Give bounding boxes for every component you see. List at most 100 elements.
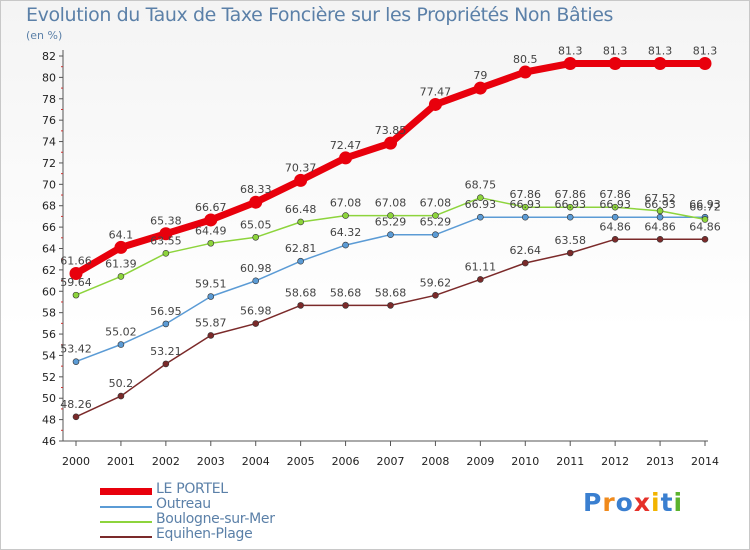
data-label: 58.68 xyxy=(285,286,317,299)
x-tick-label: 2012 xyxy=(601,455,629,468)
data-label: 67.86 xyxy=(510,188,542,201)
legend-swatch xyxy=(100,506,152,508)
data-label: 65.29 xyxy=(375,216,407,229)
data-point xyxy=(384,136,397,150)
data-label: 67.08 xyxy=(420,197,452,210)
data-label: 66.72 xyxy=(689,200,721,213)
data-point xyxy=(566,249,574,257)
logo-letter: x xyxy=(633,488,651,517)
data-point xyxy=(117,341,125,348)
data-point xyxy=(342,212,349,219)
data-label: 67.08 xyxy=(375,197,407,210)
data-label: 66.93 xyxy=(510,198,542,211)
data-point xyxy=(608,56,622,70)
y-tick-label: 48 xyxy=(42,414,56,427)
y-tick-label: 52 xyxy=(42,371,56,384)
data-label: 64.86 xyxy=(599,220,631,233)
data-point xyxy=(117,273,125,280)
y-tick-label: 72 xyxy=(42,157,56,170)
logo-letter: i xyxy=(651,488,661,517)
data-label: 56.98 xyxy=(240,305,272,318)
legend-swatch xyxy=(100,488,152,495)
data-point xyxy=(162,360,170,368)
data-label: 56.95 xyxy=(150,305,182,318)
x-tick-label: 2007 xyxy=(377,455,405,468)
data-point xyxy=(698,56,712,70)
data-point xyxy=(473,81,487,95)
y-tick-label: 60 xyxy=(42,285,56,298)
data-point xyxy=(432,292,439,299)
y-tick-label: 56 xyxy=(42,328,56,341)
data-label: 66.93 xyxy=(599,198,631,211)
y-tick-label: 62 xyxy=(42,264,56,277)
data-label: 66.93 xyxy=(465,198,497,211)
data-point xyxy=(656,207,664,215)
y-tick-label: 64 xyxy=(42,243,56,256)
data-point xyxy=(297,257,304,265)
data-point xyxy=(656,213,664,221)
data-label: 55.02 xyxy=(105,326,137,339)
data-point xyxy=(387,231,394,239)
data-label: 53.42 xyxy=(60,343,92,356)
legend-swatch xyxy=(100,536,152,538)
data-point xyxy=(656,236,664,243)
data-point xyxy=(204,213,218,227)
legend-label: Outreau xyxy=(156,496,211,512)
data-point xyxy=(297,302,304,309)
data-point xyxy=(207,293,215,300)
data-label: 55.87 xyxy=(195,316,227,329)
data-label: 62.81 xyxy=(285,242,317,255)
data-point xyxy=(162,250,170,257)
data-point xyxy=(249,195,263,209)
data-point xyxy=(114,240,128,254)
data-label: 66.93 xyxy=(644,198,676,211)
y-tick-label: 82 xyxy=(42,50,56,63)
data-label: 62.64 xyxy=(510,244,542,257)
x-tick-label: 2006 xyxy=(332,455,360,468)
data-point xyxy=(159,227,173,241)
x-tick-label: 2008 xyxy=(421,455,449,468)
y-tick-label: 54 xyxy=(42,349,56,362)
data-label: 58.68 xyxy=(330,286,362,299)
data-point xyxy=(521,213,529,221)
x-tick-label: 2011 xyxy=(556,455,584,468)
legend-label: Equihen-Plage xyxy=(156,526,253,542)
data-point xyxy=(69,267,83,281)
data-point xyxy=(294,173,308,187)
data-point xyxy=(207,332,215,339)
data-label: 64.86 xyxy=(689,220,721,233)
data-label: 66.48 xyxy=(285,203,317,216)
data-label: 65.05 xyxy=(240,218,272,231)
data-label: 80.5 xyxy=(513,53,538,66)
data-point xyxy=(566,213,574,221)
data-label: 73.85 xyxy=(375,124,407,137)
legend-label: Boulogne-sur-Mer xyxy=(156,511,275,527)
data-point xyxy=(387,302,394,309)
data-label: 65.38 xyxy=(150,215,182,228)
data-label: 72.47 xyxy=(330,139,362,152)
data-point xyxy=(207,239,215,247)
y-tick-label: 70 xyxy=(42,178,56,191)
data-label: 48.26 xyxy=(60,398,92,411)
y-tick-label: 74 xyxy=(42,136,56,149)
data-point xyxy=(701,216,709,223)
logo-letter: P xyxy=(583,488,603,517)
data-label: 63.58 xyxy=(554,234,586,247)
y-tick-label: 80 xyxy=(42,71,56,84)
x-tick-label: 2010 xyxy=(511,455,539,468)
data-label: 68.33 xyxy=(240,183,272,196)
data-label: 61.11 xyxy=(465,260,497,273)
proxiti-logo: Proxiti xyxy=(583,488,683,517)
logo-letter: r xyxy=(602,488,616,517)
data-point xyxy=(563,56,577,70)
data-point xyxy=(162,320,170,328)
data-point xyxy=(518,65,532,79)
data-point xyxy=(72,358,80,365)
logo-letter: i xyxy=(673,488,684,517)
x-tick-label: 2000 xyxy=(62,455,90,468)
logo-letter: o xyxy=(615,488,634,517)
data-label: 64.32 xyxy=(330,226,362,239)
y-tick-label: 50 xyxy=(42,392,56,405)
data-label: 81.3 xyxy=(648,44,673,57)
